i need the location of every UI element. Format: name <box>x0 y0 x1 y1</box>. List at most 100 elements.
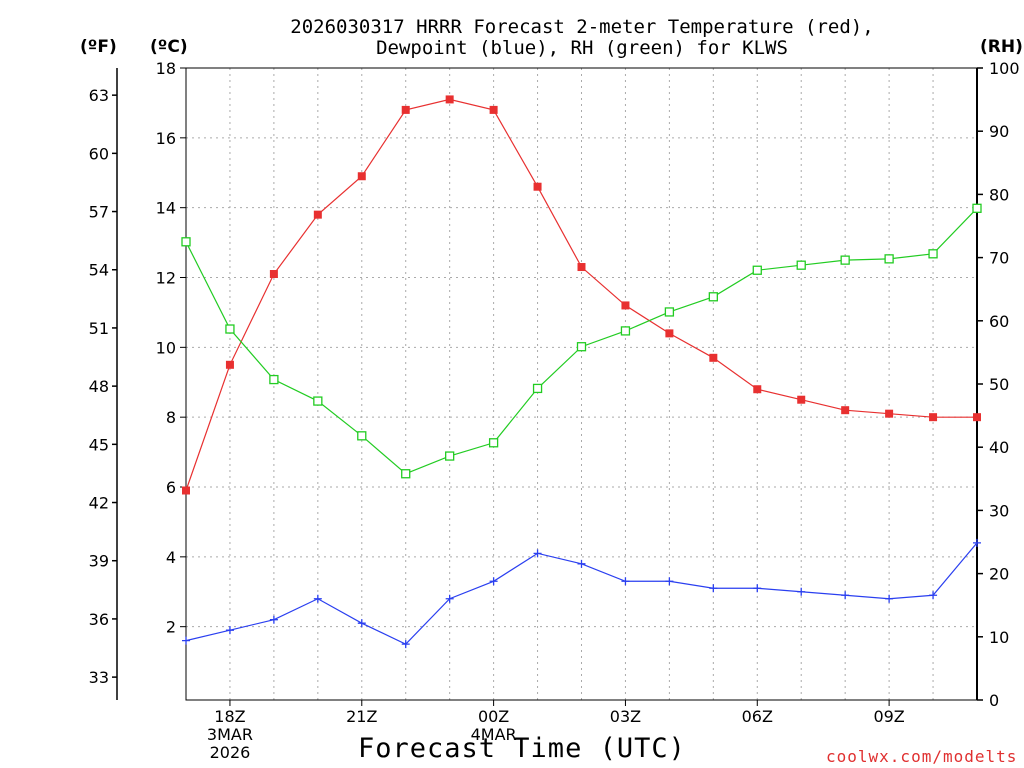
fahrenheit-tick-label: 39 <box>89 552 109 571</box>
x-axis-title: Forecast Time (UTC) <box>358 733 686 764</box>
fahrenheit-tick-label: 33 <box>89 668 109 687</box>
celsius-tick-label: 6 <box>166 478 176 497</box>
dewpoint-point <box>929 591 938 600</box>
celsius-tick-label: 16 <box>156 129 176 148</box>
dewpoint-point <box>665 577 674 586</box>
temperature-point <box>621 301 630 310</box>
fahrenheit-tick-label: 60 <box>89 144 109 163</box>
dewpoint-point <box>225 626 234 635</box>
dewpoint-point <box>357 619 366 628</box>
x-tick-label: 09Z <box>873 707 904 726</box>
x-tick-label: 06Z <box>742 707 773 726</box>
rh-tick-label: 30 <box>989 501 1009 520</box>
temperature-point <box>225 360 234 369</box>
temperature-point <box>841 406 850 415</box>
chart-title-line-1: 2026030317 HRRR Forecast 2-meter Tempera… <box>290 16 874 38</box>
dewpoint-point <box>797 587 806 596</box>
rh-point <box>928 249 938 259</box>
credit-link[interactable]: coolwx.com/modelts <box>826 747 1018 766</box>
fahrenheit-tick-label: 54 <box>89 261 109 280</box>
rh-tick-label: 100 <box>989 59 1020 78</box>
rh-point <box>576 342 587 352</box>
rh-point <box>225 324 235 334</box>
dewpoint-point <box>973 538 981 547</box>
fahrenheit-tick-label: 45 <box>89 435 109 454</box>
x-tick-label: 03Z <box>610 707 641 726</box>
rh-point <box>313 396 323 406</box>
rh-tick-label: 70 <box>989 249 1009 268</box>
dewpoint-point <box>621 577 630 586</box>
x-tick-label: 2026 <box>210 743 251 762</box>
temperature-point <box>929 413 938 422</box>
rh-tick-label: 60 <box>989 312 1009 331</box>
rh-point <box>708 292 718 302</box>
temperature-point <box>797 395 806 404</box>
temperature-point <box>182 486 190 495</box>
celsius-tick-label: 18 <box>156 59 176 78</box>
temperature-point <box>665 329 674 338</box>
celsius-tick-label: 10 <box>156 338 176 357</box>
temperature-point <box>445 95 454 104</box>
rh-axis-unit: (RH) <box>980 37 1023 57</box>
dewpoint-point <box>709 584 718 593</box>
fahrenheit-tick-label: 57 <box>89 203 109 222</box>
dewpoint-point <box>753 584 762 593</box>
temperature-point <box>753 385 762 394</box>
rh-point <box>664 307 675 317</box>
dewpoint-point <box>577 559 586 568</box>
x-tick-label: 18Z <box>214 707 245 726</box>
temperature-point <box>357 172 366 181</box>
rh-tick-label: 90 <box>989 122 1009 141</box>
fahrenheit-tick-label: 42 <box>89 494 109 513</box>
celsius-tick-label: 12 <box>156 269 176 288</box>
rh-tick-label: 10 <box>989 628 1009 647</box>
x-tick-label: 00Z <box>478 707 509 726</box>
rh-point <box>401 469 411 479</box>
rh-tick-label: 0 <box>989 691 999 710</box>
dewpoint-line <box>185 542 978 645</box>
temperature-point <box>269 270 278 279</box>
dewpoint-point <box>269 615 278 624</box>
rh-point <box>269 374 279 385</box>
x-tick-label: 3MAR <box>207 725 253 744</box>
celsius-tick-label: 2 <box>166 618 176 637</box>
temperature-point <box>577 263 586 272</box>
chart-title-line-2: Dewpoint (blue), RH (green) for KLWS <box>376 37 788 59</box>
rh-tick-label: 80 <box>989 185 1009 204</box>
rh-point <box>357 431 367 441</box>
rh-point <box>488 438 499 448</box>
temperature-point <box>313 210 322 219</box>
dewpoint-point <box>182 636 190 645</box>
celsius-axis-unit: (ºC) <box>150 37 188 57</box>
dewpoint-point <box>445 594 454 603</box>
dewpoint-point <box>885 594 894 603</box>
x-tick-label: 21Z <box>346 707 377 726</box>
rh-tick-label: 40 <box>989 438 1009 457</box>
temperature-point <box>973 413 981 422</box>
rh-tick-label: 20 <box>989 565 1009 584</box>
fahrenheit-tick-label: 36 <box>89 610 109 629</box>
fahrenheit-tick-label: 48 <box>89 377 109 396</box>
rh-point <box>796 260 806 270</box>
dewpoint-point <box>401 640 410 649</box>
rh-point <box>884 254 894 264</box>
celsius-tick-label: 4 <box>166 548 176 567</box>
temperature-point <box>489 105 498 114</box>
rh-point <box>445 451 455 461</box>
rh-point <box>181 237 191 247</box>
fahrenheit-axis-unit: (ºF) <box>80 37 117 57</box>
rh-point <box>752 265 762 275</box>
dewpoint-point <box>841 591 850 600</box>
celsius-tick-label: 14 <box>156 199 176 218</box>
rh-tick-label: 50 <box>989 375 1009 394</box>
dewpoint-point <box>489 577 498 586</box>
celsius-tick-label: 8 <box>166 408 176 427</box>
rh-point <box>972 203 982 213</box>
temperature-point <box>709 353 718 362</box>
dewpoint-point <box>313 594 322 603</box>
temperature-point <box>401 105 410 114</box>
rh-point <box>620 326 631 336</box>
temperature-point <box>533 182 542 191</box>
rh-point <box>840 255 850 265</box>
